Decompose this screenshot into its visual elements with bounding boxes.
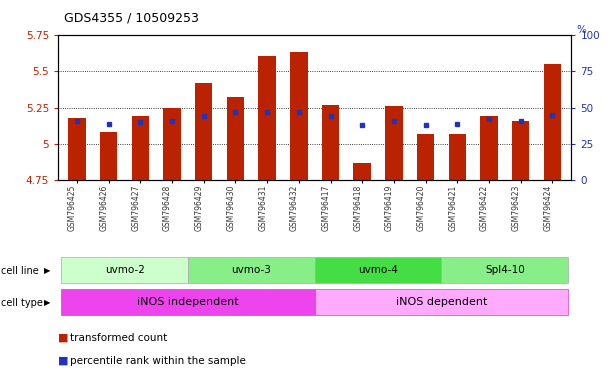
Text: %: % (576, 25, 587, 35)
Text: ▶: ▶ (44, 266, 51, 275)
Text: iNOS independent: iNOS independent (137, 297, 239, 308)
Bar (448, 134, 466, 180)
Bar (512, 121, 529, 180)
Text: percentile rank within the sample: percentile rank within the sample (70, 356, 246, 366)
Bar (227, 97, 244, 180)
Bar (544, 64, 561, 180)
Bar (354, 163, 371, 180)
Bar (100, 132, 117, 180)
Text: uvmo-3: uvmo-3 (232, 265, 271, 275)
Bar (290, 52, 307, 180)
Bar (385, 106, 403, 180)
Bar (163, 108, 181, 180)
Bar (417, 134, 434, 180)
Text: ■: ■ (58, 356, 68, 366)
Bar (195, 83, 213, 180)
Bar (61, 257, 188, 283)
Text: iNOS dependent: iNOS dependent (396, 297, 487, 308)
Text: ■: ■ (58, 333, 68, 343)
Bar (480, 116, 497, 180)
Bar (132, 116, 149, 180)
Text: uvmo-2: uvmo-2 (104, 265, 145, 275)
Text: Spl4-10: Spl4-10 (485, 265, 525, 275)
Bar (68, 118, 86, 180)
Text: GDS4355 / 10509253: GDS4355 / 10509253 (64, 12, 199, 25)
Text: uvmo-4: uvmo-4 (358, 265, 398, 275)
Bar (315, 257, 441, 283)
Text: transformed count: transformed count (70, 333, 167, 343)
Bar (61, 290, 315, 315)
Text: cell type: cell type (1, 298, 43, 308)
Bar (315, 290, 568, 315)
Bar (441, 257, 568, 283)
Bar (322, 104, 339, 180)
Text: ▶: ▶ (44, 298, 51, 307)
Bar (188, 257, 315, 283)
Text: cell line: cell line (1, 266, 39, 276)
Bar (258, 56, 276, 180)
